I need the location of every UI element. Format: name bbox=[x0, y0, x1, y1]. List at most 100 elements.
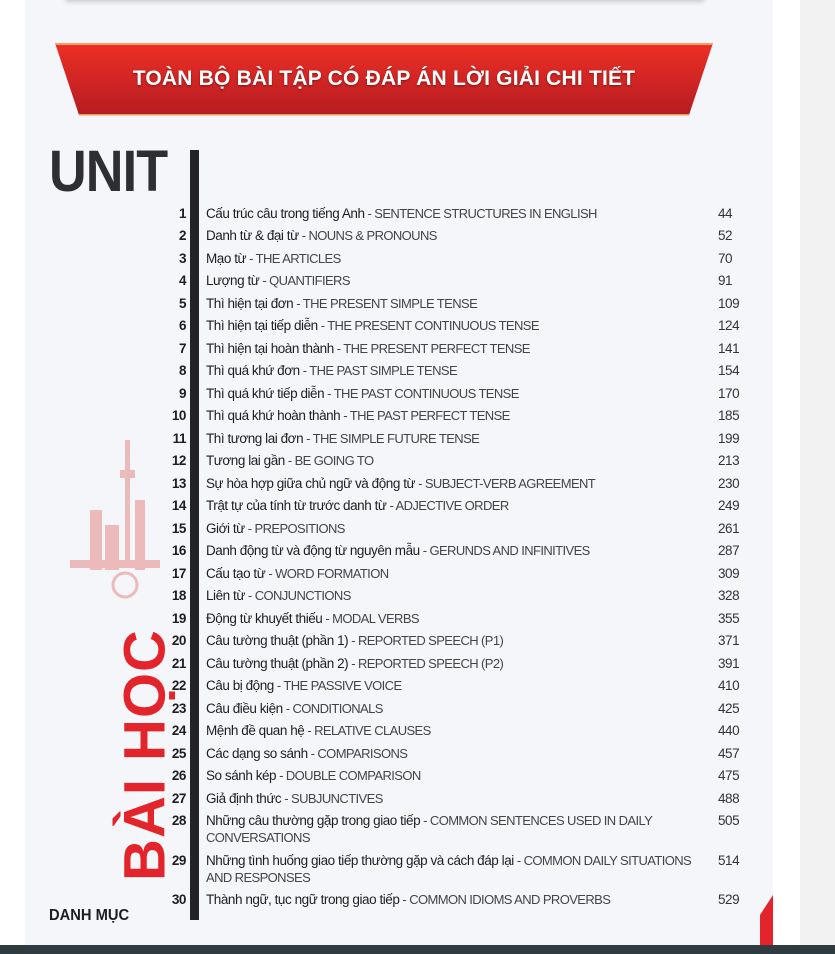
unit-number: 11 bbox=[172, 430, 187, 446]
viewer-bottom-bar bbox=[0, 945, 835, 954]
toc-row[interactable]: 5 Thì hiện tại đơn - THE PRESENT SIMPLE T… bbox=[155, 292, 755, 315]
toc-row[interactable]: 30 Thành ngữ, tục ngữ trong giao tiếp - C… bbox=[155, 889, 755, 912]
toc-row[interactable]: 17 Cấu tạo từ - WORD FORMATION 309 bbox=[155, 562, 755, 585]
toc-row[interactable]: 7 Thì hiện tại hoàn thành - THE PRESENT P… bbox=[155, 337, 755, 360]
unit-title-vi: Trật tự của tính từ trước danh từ bbox=[206, 498, 387, 514]
unit-title: Trật tự của tính từ trước danh từ - ADJE… bbox=[206, 498, 509, 514]
toc-row[interactable]: 12 Tương lai gần - BE GOING TO 213 bbox=[155, 450, 755, 473]
unit-title-en: RELATIVE CLAUSES bbox=[314, 723, 431, 739]
unit-title-vi: Sự hòa hợp giữa chủ ngữ và động từ bbox=[206, 475, 416, 491]
unit-title-vi: Thì hiện tại tiếp diễn bbox=[206, 318, 318, 334]
toc-row[interactable]: 16 Danh động từ và động từ nguyên mẫu - G… bbox=[155, 540, 755, 563]
unit-title: Giới từ - PREPOSITIONS bbox=[206, 520, 346, 536]
toc-row[interactable]: 8 Thì quá khứ đơn - THE PAST SIMPLE TENSE… bbox=[155, 360, 755, 383]
toc-row[interactable]: 6 Thì hiện tại tiếp diễn - THE PRESENT CO… bbox=[155, 315, 755, 338]
unit-title-en: CONDITIONALS bbox=[292, 700, 383, 716]
page-number: 170 bbox=[718, 385, 740, 401]
toc-row[interactable]: 10 Thì quá khứ hoàn thành - THE PAST PERF… bbox=[155, 405, 755, 428]
unit-number: 30 bbox=[171, 892, 187, 908]
page-number: 328 bbox=[718, 588, 740, 604]
toc-row[interactable]: 2 Danh từ & đại từ - NOUNS & PRONOUNS 52 bbox=[155, 225, 755, 248]
toc-row[interactable]: 11 Thì tương lai đơn - THE SIMPLE FUTURE … bbox=[155, 427, 755, 450]
toc-row[interactable]: 21 Câu tường thuật (phần 2) - REPORTED SP… bbox=[155, 652, 755, 675]
document-page: TOÀN BỘ BÀI TẬP CÓ ĐÁP ÁN LỜI GIẢI CHI T… bbox=[25, 0, 773, 945]
page-number: 440 bbox=[718, 723, 740, 739]
unit-title-vi: Giới từ bbox=[206, 520, 245, 536]
unit-title: Thì hiện tại hoàn thành - THE PRESENT PE… bbox=[206, 340, 530, 356]
unit-title-en: QUANTIFIERS bbox=[269, 273, 350, 289]
toc-row[interactable]: 29 Những tình huống giao tiếp thường gặp … bbox=[155, 849, 755, 889]
unit-title: Động từ khuyết thiếu - MODAL VERBS bbox=[206, 610, 420, 626]
unit-title-vi: Liên từ bbox=[206, 588, 245, 604]
toc-row[interactable]: 20 Câu tường thuật (phần 1) - REPORTED SP… bbox=[155, 630, 755, 653]
unit-number: 2 bbox=[178, 228, 187, 244]
unit-title-vi: Thì hiện tại hoàn thành bbox=[206, 340, 334, 356]
toc-row[interactable]: 28 Những câu thường gặp trong giao tiếp -… bbox=[155, 810, 755, 850]
unit-title-vi: Câu bị động bbox=[206, 678, 274, 694]
unit-number: 16 bbox=[171, 543, 187, 559]
toc-row[interactable]: 19 Động từ khuyết thiếu - MODAL VERBS 355 bbox=[155, 607, 755, 630]
toc-row[interactable]: 25 Các dạng so sánh - COMPARISONS 457 bbox=[155, 742, 755, 765]
toc-row[interactable]: 23 Câu điều kiện - CONDITIONALS 425 bbox=[155, 697, 755, 720]
unit-heading: UNIT bbox=[49, 139, 168, 204]
unit-number: 7 bbox=[178, 340, 187, 356]
unit-title-vi: Thì quá khứ đơn bbox=[206, 363, 300, 379]
toc-row[interactable]: 3 Mạo từ - THE ARTICLES 70 bbox=[155, 247, 755, 270]
unit-title-vi: Danh từ & đại từ bbox=[206, 228, 299, 244]
toc-row[interactable]: 14 Trật tự của tính từ trước danh từ - AD… bbox=[155, 495, 755, 518]
unit-title: Thì quá khứ đơn - THE PAST SIMPLE TENSE bbox=[206, 363, 458, 379]
unit-number: 14 bbox=[171, 498, 187, 514]
unit-number: 20 bbox=[171, 633, 187, 649]
unit-title-vi: Động từ khuyết thiếu bbox=[206, 610, 323, 626]
unit-title-en: WORD FORMATION bbox=[275, 565, 389, 581]
unit-title-en: GERUNDS AND INFINITIVES bbox=[429, 543, 590, 559]
unit-title-en: NOUNS & PRONOUNS bbox=[308, 228, 437, 244]
unit-title-vi: Thì quá khứ hoàn thành bbox=[206, 408, 341, 424]
page-number: 529 bbox=[718, 892, 740, 908]
unit-title-vi: Thì quá khứ tiếp diễn bbox=[206, 385, 325, 401]
page-number: 109 bbox=[718, 295, 740, 311]
toc-row[interactable]: 22 Câu bị động - THE PASSIVE VOICE 410 bbox=[155, 675, 755, 698]
unit-title-vi: Thì tương lai đơn bbox=[206, 430, 304, 446]
toc-row[interactable]: 13 Sự hòa hợp giữa chủ ngữ và động từ - S… bbox=[155, 472, 755, 495]
unit-title-en: SUBJUNCTIVES bbox=[291, 790, 383, 806]
unit-title-en: DOUBLE COMPARISON bbox=[285, 768, 421, 784]
unit-title-vi: Những câu thường gặp trong giao tiếp bbox=[206, 813, 421, 829]
toc-row[interactable]: 4 Lượng từ - QUANTIFIERS 91 bbox=[155, 270, 755, 293]
unit-title: Mạo từ - THE ARTICLES bbox=[206, 250, 341, 266]
unit-title-en: THE PASSIVE VOICE bbox=[283, 678, 402, 694]
unit-title: Câu tường thuật (phần 1) - REPORTED SPEE… bbox=[206, 633, 504, 649]
unit-title: Thì hiện tại tiếp diễn - THE PRESENT CON… bbox=[206, 318, 540, 334]
unit-title: Câu bị động - THE PASSIVE VOICE bbox=[206, 678, 402, 694]
page-number: 355 bbox=[718, 610, 740, 626]
city-skyline-illustration bbox=[70, 440, 160, 599]
toc-row[interactable]: 27 Giả định thức - SUBJUNCTIVES 488 bbox=[155, 787, 755, 810]
unit-number: 9 bbox=[178, 385, 187, 401]
unit-title: Các dạng so sánh - COMPARISONS bbox=[206, 745, 408, 761]
unit-title: Những câu thường gặp trong giao tiếp - C… bbox=[206, 813, 653, 846]
unit-number: 8 bbox=[178, 363, 187, 379]
unit-title: Thì hiện tại đơn - THE PRESENT SIMPLE TE… bbox=[206, 295, 478, 311]
unit-title-en: THE PAST PERFECT TENSE bbox=[349, 408, 511, 424]
page-number: 425 bbox=[718, 700, 740, 716]
unit-title-en: COMPARISONS bbox=[317, 745, 408, 761]
toc-row[interactable]: 26 So sánh kép - DOUBLE COMPARISON 475 bbox=[155, 765, 755, 788]
unit-number: 23 bbox=[171, 700, 187, 716]
unit-number: 21 bbox=[171, 655, 187, 671]
unit-title-en: THE PRESENT CONTINUOUS TENSE bbox=[327, 318, 539, 334]
unit-title: Câu tường thuật (phần 2) - REPORTED SPEE… bbox=[206, 655, 504, 671]
toc-row[interactable]: 15 Giới từ - PREPOSITIONS 261 bbox=[155, 517, 755, 540]
toc-row[interactable]: 18 Liên từ - CONJUNCTIONS 328 bbox=[155, 585, 755, 608]
page-number: 488 bbox=[718, 790, 740, 806]
toc-row[interactable]: 1 Cấu trúc câu trong tiếng Anh - SENTENCE… bbox=[155, 202, 755, 225]
unit-title: Danh động từ và động từ nguyên mẫu - GER… bbox=[206, 543, 590, 559]
page-number: 457 bbox=[718, 745, 740, 761]
toc-row[interactable]: 9 Thì quá khứ tiếp diễn - THE PAST CONTIN… bbox=[155, 382, 755, 405]
page-number: 261 bbox=[718, 520, 740, 536]
toc-row[interactable]: 24 Mệnh đề quan hệ - RELATIVE CLAUSES 440 bbox=[155, 720, 755, 743]
unit-title-en: PREPOSITIONS bbox=[254, 520, 346, 536]
page-number: 475 bbox=[718, 768, 740, 784]
unit-title: Mệnh đề quan hệ - RELATIVE CLAUSES bbox=[206, 723, 431, 739]
unit-title-vi: Cấu trúc câu trong tiếng Anh bbox=[206, 205, 365, 221]
unit-title: Tương lai gần - BE GOING TO bbox=[206, 453, 374, 469]
